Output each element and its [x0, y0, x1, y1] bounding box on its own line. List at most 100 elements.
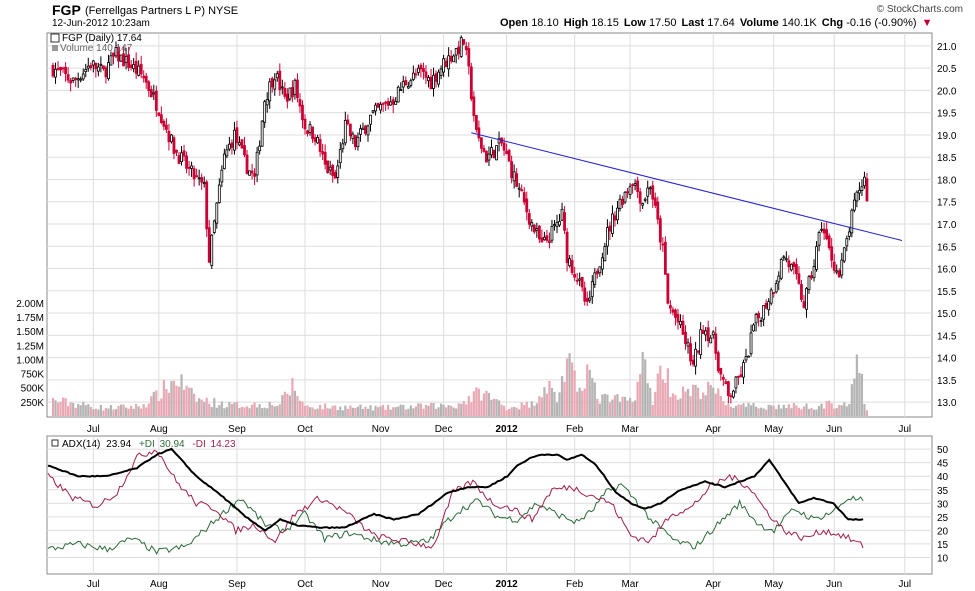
volume-bar	[684, 391, 687, 416]
candle-body	[147, 81, 151, 91]
volume-bar	[661, 379, 664, 416]
candle-body	[227, 143, 231, 150]
volume-bar	[825, 401, 828, 416]
candle-body	[837, 270, 841, 278]
candle-body	[827, 235, 831, 249]
adx-x-tick: 2012	[495, 579, 518, 590]
volume-bar	[573, 370, 576, 416]
candle-body	[74, 78, 78, 80]
candle-body	[356, 136, 360, 148]
candle-body	[318, 139, 322, 152]
candle-body	[540, 237, 544, 243]
volume-bar	[130, 405, 133, 416]
candle-body	[590, 281, 594, 298]
volume-bar	[243, 407, 246, 416]
low-value: 17.50	[648, 17, 677, 29]
volume-bar	[354, 407, 357, 416]
volume-bar	[565, 358, 569, 416]
candle-body	[321, 151, 325, 155]
candle-body	[102, 65, 105, 69]
candle-body	[563, 212, 566, 231]
volume-bar	[462, 401, 465, 416]
candle-body	[633, 183, 637, 186]
candle-body	[535, 228, 539, 231]
candle-body	[84, 69, 88, 72]
candle-body	[762, 305, 766, 320]
volume-bar	[409, 405, 412, 416]
volume-bar	[689, 396, 692, 416]
candle-body	[117, 46, 120, 62]
candle-body	[651, 185, 655, 200]
candle-body	[280, 86, 284, 89]
volume-bar	[807, 408, 811, 416]
volume-bar	[281, 395, 284, 416]
price-x-ticks: Jul Aug Sep Oct Nov Dec 2012 Feb Mar Apr May Jun Jul	[87, 424, 911, 435]
volume-bar	[329, 408, 332, 416]
volume-bar	[321, 409, 324, 416]
volume-bar	[707, 381, 710, 416]
candle-body	[747, 355, 750, 358]
candle-body	[676, 314, 680, 323]
candle-body	[580, 276, 584, 288]
candle-body	[454, 48, 458, 56]
candle-body	[684, 331, 687, 345]
price-y-tick: 20.0	[937, 86, 957, 97]
volume-bar	[288, 395, 291, 416]
volume-bar	[686, 388, 690, 416]
volume-bar	[356, 406, 360, 416]
candle-body	[235, 127, 239, 144]
volume-bar	[306, 405, 309, 416]
candle-body	[832, 261, 836, 271]
candle-body	[709, 337, 713, 344]
volume-bar	[621, 396, 624, 416]
candle-body	[789, 263, 793, 271]
candle-body	[374, 104, 377, 112]
price-y-tick: 13.0	[937, 398, 957, 409]
chg-down-icon: ▼	[921, 17, 933, 29]
volume-bar	[152, 391, 155, 416]
candle-body	[296, 79, 299, 99]
candle-body	[185, 155, 188, 169]
volume-bar	[114, 409, 118, 416]
volume-bar	[439, 403, 443, 416]
volume-bar	[515, 407, 518, 416]
volume-bar	[402, 404, 405, 416]
price-y-tick: 13.5	[937, 376, 957, 387]
volume-bar	[389, 409, 392, 416]
company-name: (Ferrellgas Partners L P) NYSE	[85, 5, 238, 17]
volume-bar	[89, 406, 92, 416]
volume-bar	[810, 407, 813, 416]
exchange-label: NYSE	[208, 5, 239, 17]
volume-bar	[782, 404, 785, 416]
volume-bar	[719, 395, 722, 416]
volume-bar	[520, 402, 523, 416]
price-x-tick: Apr	[705, 424, 721, 435]
price-y-tick: 16.0	[937, 265, 957, 276]
candle-body	[515, 173, 519, 187]
candle-body	[462, 39, 466, 45]
volume-bar	[384, 409, 387, 416]
candle-body	[595, 270, 599, 275]
volume-bar	[795, 405, 798, 416]
candle-body	[527, 213, 531, 225]
candle-body	[661, 243, 665, 246]
candle-body	[432, 74, 435, 89]
candle-body	[399, 89, 403, 92]
volume-bar	[359, 404, 362, 416]
volume-bar	[122, 404, 125, 416]
volume-bar	[805, 403, 808, 416]
candle-body	[648, 187, 652, 190]
candle-body	[268, 81, 272, 102]
adx-x-tick: Apr	[705, 579, 721, 590]
candle-body	[840, 259, 844, 276]
candle-body	[729, 395, 733, 398]
candle-body	[220, 169, 224, 183]
candle-body	[860, 186, 864, 191]
candle-body	[180, 152, 183, 163]
volume-bar	[492, 398, 496, 416]
volume-bar	[369, 405, 372, 416]
candle-body	[795, 263, 798, 275]
candle-body	[593, 272, 597, 285]
volume-bar	[397, 406, 400, 416]
volume-bar	[135, 403, 138, 416]
